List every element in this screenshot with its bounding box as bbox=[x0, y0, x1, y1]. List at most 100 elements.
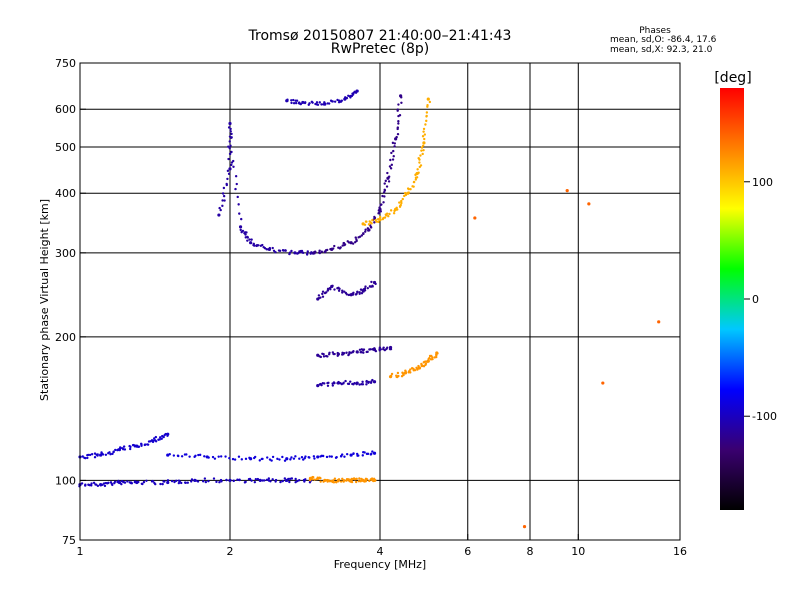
trace-echo bbox=[364, 230, 367, 233]
trace-echo bbox=[244, 457, 248, 461]
trace-echo bbox=[365, 350, 368, 354]
colorbar-label: [deg] bbox=[714, 70, 751, 86]
trace-echo bbox=[341, 477, 344, 481]
phases-x-line: mean, sd,X: 92.3, 21.0 bbox=[610, 45, 713, 55]
trace-echo bbox=[385, 212, 389, 215]
trace-echo bbox=[104, 453, 108, 456]
trace-echo bbox=[361, 383, 365, 386]
trace-echo bbox=[332, 481, 336, 484]
trace-echo bbox=[298, 479, 301, 482]
trace-echo bbox=[227, 172, 231, 176]
y-axis-label: Stationary phase Virtual Height [km] bbox=[38, 199, 51, 401]
trace-echo bbox=[254, 477, 258, 481]
trace-echo bbox=[358, 348, 362, 351]
trace-echo bbox=[341, 289, 344, 292]
trace-echo bbox=[327, 353, 331, 356]
trace-echo bbox=[175, 479, 178, 483]
trace-echo bbox=[349, 380, 352, 383]
trace-echo bbox=[365, 383, 368, 386]
trace-echo bbox=[371, 284, 374, 287]
trace-echo bbox=[343, 243, 347, 246]
trace-echo bbox=[250, 238, 253, 241]
colorbar-tick-label: -100 bbox=[752, 410, 777, 423]
trace-echo bbox=[248, 477, 252, 481]
trace-echo bbox=[332, 479, 335, 482]
trace-echo bbox=[404, 370, 407, 373]
trace-echo bbox=[365, 478, 369, 481]
trace-echo bbox=[384, 179, 387, 183]
data-point bbox=[422, 141, 426, 145]
trace-echo bbox=[237, 203, 240, 206]
trace-echo bbox=[170, 479, 174, 483]
trace-echo bbox=[227, 145, 230, 148]
data-point bbox=[522, 525, 527, 529]
trace-echo bbox=[113, 480, 117, 483]
trace-echo bbox=[302, 458, 305, 461]
trace-echo bbox=[266, 456, 269, 459]
trace-echo bbox=[149, 440, 152, 443]
trace-echo bbox=[398, 114, 402, 117]
trace-echo bbox=[244, 236, 247, 239]
trace-echo bbox=[257, 244, 260, 247]
trace-echo bbox=[84, 484, 87, 487]
trace-echo bbox=[412, 180, 416, 184]
data-point bbox=[166, 480, 170, 485]
trace-echo bbox=[383, 188, 386, 192]
x-tick-label: 6 bbox=[464, 545, 471, 558]
trace-echo bbox=[333, 477, 337, 480]
trace-echo bbox=[364, 228, 367, 231]
trace-echo bbox=[194, 454, 197, 457]
x-tick-label: 4 bbox=[377, 545, 384, 558]
trace-echo bbox=[320, 383, 323, 387]
trace-echo bbox=[236, 195, 239, 199]
trace-echo bbox=[424, 123, 427, 126]
y-tick-label: 500 bbox=[55, 141, 76, 154]
trace-echo bbox=[353, 382, 356, 385]
trace-echo bbox=[318, 251, 322, 255]
trace-echo bbox=[358, 383, 361, 386]
trace-echo bbox=[422, 130, 425, 133]
trace-echo bbox=[253, 456, 256, 460]
trace-echo bbox=[154, 435, 158, 439]
trace-echo bbox=[229, 144, 232, 147]
trace-echo bbox=[319, 296, 322, 299]
data-point bbox=[372, 478, 377, 483]
trace-echo bbox=[380, 203, 383, 206]
trace-echo bbox=[292, 98, 295, 102]
data-point bbox=[228, 121, 232, 126]
trace-echo bbox=[368, 220, 371, 223]
trace-echo bbox=[271, 246, 274, 250]
trace-echo bbox=[86, 456, 89, 460]
trace-echo bbox=[212, 477, 216, 480]
trace-echo bbox=[383, 195, 386, 198]
trace-echo bbox=[421, 135, 425, 138]
trace-echo bbox=[362, 450, 365, 454]
trace-echo bbox=[354, 480, 358, 484]
trace-echo bbox=[180, 481, 183, 485]
trace-echo bbox=[228, 140, 231, 143]
trace-echo bbox=[126, 480, 129, 483]
trace-echo bbox=[256, 477, 260, 481]
trace-echo bbox=[383, 182, 386, 185]
trace-echo bbox=[362, 351, 365, 354]
trace-echo bbox=[313, 478, 316, 481]
trace-echo bbox=[158, 438, 161, 441]
trace-echo bbox=[350, 480, 354, 484]
trace-echo bbox=[339, 480, 343, 483]
trace-echo bbox=[244, 233, 247, 236]
trace-echo bbox=[355, 382, 358, 385]
data-point bbox=[238, 225, 243, 229]
trace-echo bbox=[347, 478, 350, 481]
trace-echo bbox=[328, 455, 331, 458]
trace-echo bbox=[322, 353, 325, 356]
trace-echo bbox=[306, 250, 309, 253]
trace-echo bbox=[128, 447, 132, 451]
trace-echo bbox=[230, 150, 233, 154]
trace-echo bbox=[222, 186, 226, 190]
trace-echo bbox=[308, 478, 312, 482]
data-point bbox=[293, 251, 297, 255]
trace-echo bbox=[139, 442, 143, 446]
chart-subtitle: RwPretec (8p) bbox=[331, 41, 429, 57]
trace-echo bbox=[96, 453, 99, 456]
trace-echo bbox=[321, 295, 325, 298]
